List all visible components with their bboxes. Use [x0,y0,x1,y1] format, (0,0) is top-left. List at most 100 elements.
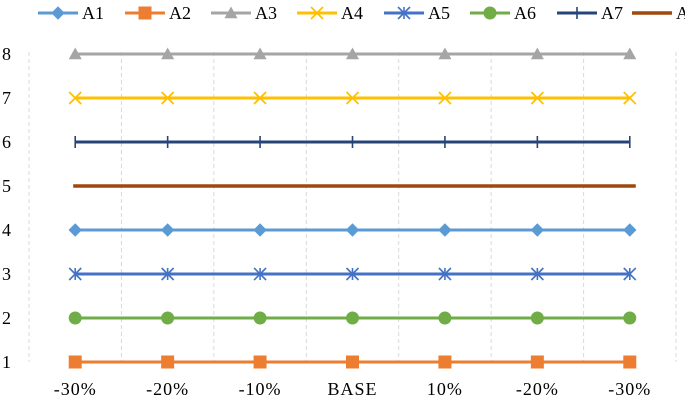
data-point-stroke [623,91,637,105]
y-tick-label: 7 [2,88,11,108]
data-point [623,355,637,369]
data-point-stroke [68,91,82,105]
legend: A1 A2 A3 A4 A5 A6 A7 A8 [38,3,685,23]
legend-item-a2: A2 [125,3,191,23]
data-point [345,91,360,105]
x-tick-label: BASE [327,379,377,399]
data-point [530,311,544,325]
legend-label: A4 [341,3,363,23]
data-point [161,267,175,281]
x-tick-label: -20% [516,379,559,399]
data-point [438,223,452,237]
legend-item-a5: A5 [384,3,450,23]
data-point [253,223,267,237]
data-point [530,223,545,237]
series-layer [68,47,637,369]
data-point [161,91,175,105]
data-point [345,223,360,237]
legend-item-a3: A3 [211,3,277,23]
legend-item-a8: A8 [632,3,685,23]
legend-label: A3 [255,3,277,23]
x-tick-label: -20% [146,379,189,399]
data-point [68,311,82,325]
grid-layer [28,52,677,362]
legend-marker [51,6,65,20]
series-a4 [68,91,637,105]
x-tick-label: -30% [54,379,97,399]
data-point [253,311,267,325]
data-point [68,267,82,281]
data-point [623,311,637,325]
y-tick-label: 1 [2,352,11,372]
data-point-stroke [345,91,360,105]
data-point [161,311,175,325]
data-point [161,355,175,369]
data-point [623,223,637,237]
data-point [438,311,452,325]
data-point [530,91,544,105]
series-a3 [68,47,637,60]
data-point [161,47,175,60]
data-point [623,91,637,105]
legend-marker [224,6,238,19]
legend-marker [138,6,152,20]
data-point [68,47,82,60]
data-point [253,267,267,281]
legend-marker [483,6,497,20]
data-point [530,47,544,60]
data-point [623,47,637,60]
legend-item-a7: A7 [557,3,623,23]
data-point [346,355,359,369]
data-point [346,311,359,325]
data-point [438,355,452,369]
data-point [623,267,637,281]
data-point-stroke [438,91,452,105]
data-point [253,91,267,105]
y-tick-label: 5 [2,176,11,196]
data-point [68,355,82,369]
axis-layer: 1 2 3 4 5 6 7 8 -30% -20% -10% BASE 10% -20% -30% [2,44,651,399]
legend-marker [310,6,324,20]
series-a1 [68,223,637,237]
legend-label: A5 [428,3,450,23]
y-tick-label: 8 [2,44,11,64]
y-tick-label: 3 [2,264,11,284]
y-tick-label: 2 [2,308,11,328]
legend-label: A7 [601,3,623,23]
data-point [530,267,544,281]
data-point [253,355,267,369]
legend-label: A1 [82,3,104,23]
legend-label: A6 [514,3,536,23]
series-a2 [68,355,637,369]
legend-item-a6: A6 [470,3,536,23]
legend-item-a4: A4 [297,3,363,23]
data-point [253,47,267,60]
data-point [438,91,452,105]
legend-item-a1: A1 [38,3,104,23]
data-point-stroke [530,91,544,105]
legend-marker [397,6,411,20]
data-point [345,267,360,281]
data-point-stroke [161,91,175,105]
legend-marker-stroke [310,6,324,20]
data-point [68,91,82,105]
y-tick-label: 6 [2,132,11,152]
series-a7 [74,136,631,148]
x-tick-label: 10% [427,379,463,399]
data-point [530,355,544,369]
legend-label: A8 [676,3,685,23]
x-tick-label: -30% [608,379,651,399]
data-point [68,223,82,237]
data-point [438,267,452,281]
data-point-stroke [253,91,267,105]
data-point [160,223,175,237]
data-point [438,47,452,60]
x-tick-label: -10% [239,379,282,399]
data-point [346,47,359,60]
series-a5 [68,267,637,281]
y-tick-label: 4 [2,220,11,240]
legend-label: A2 [169,3,191,23]
series-a6 [68,311,637,325]
